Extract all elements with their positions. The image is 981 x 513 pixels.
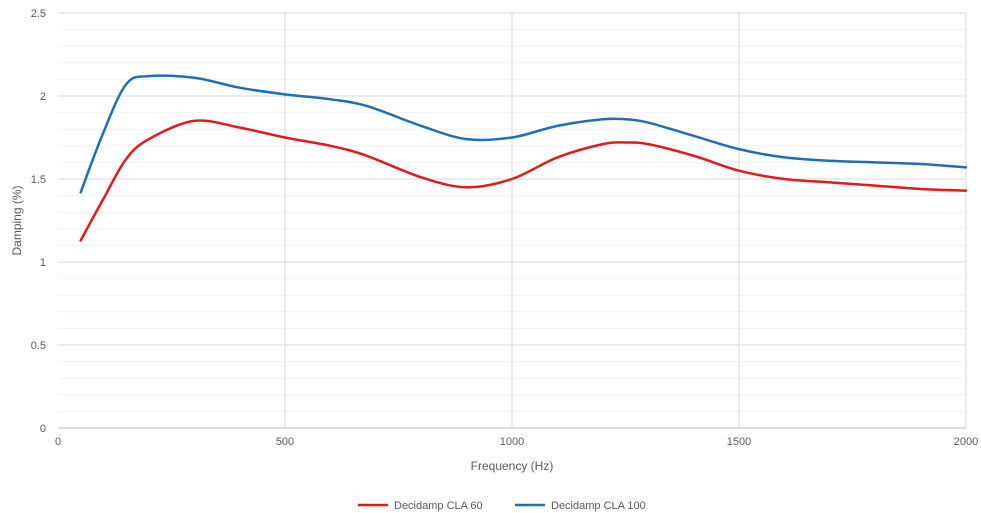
y-tick-label: 0.5 [31,340,46,352]
y-tick-label: 2.5 [31,8,46,20]
x-tick-labels: 0 500 1000 1500 2000 [55,436,978,448]
y-tick-label: 2 [40,91,46,103]
legend-item-series-2: Decidamp CLA 100 [515,500,646,512]
legend: Decidamp CLA 60 Decidamp CLA 100 [358,500,646,512]
legend-label-series-2: Decidamp CLA 100 [551,500,646,512]
series-line-2 [79,74,968,194]
y-tick-label: 1 [40,257,46,269]
gridlines [58,12,967,428]
y-tick-label: 1.5 [31,174,46,186]
legend-label-series-1: Decidamp CLA 60 [394,500,483,512]
x-tick-label: 0 [55,436,61,448]
y-axis-title: Damping (%) [10,185,24,255]
series-line-1 [79,119,968,242]
y-tick-labels: 0 0.5 1 1.5 2 2.5 [31,8,46,435]
y-tick-label: 0 [40,423,46,435]
x-tick-label: 1000 [500,436,524,448]
x-tick-label: 2000 [954,436,978,448]
x-tick-label: 1500 [727,436,751,448]
legend-item-series-1: Decidamp CLA 60 [358,500,483,512]
x-axis-title: Frequency (Hz) [471,459,554,473]
series-lines [79,74,968,242]
x-tick-label: 500 [276,436,294,448]
